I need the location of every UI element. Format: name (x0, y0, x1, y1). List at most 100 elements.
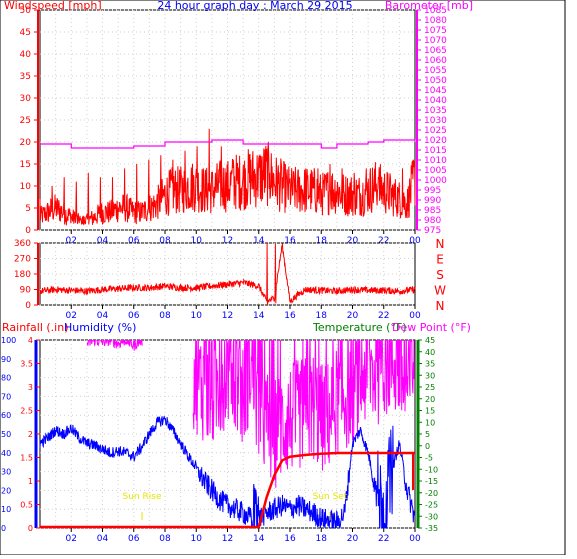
dewpoint-line (86, 340, 143, 351)
wind-tick-label: 15 (20, 160, 31, 170)
rain-tick-label: 2 (28, 430, 33, 439)
rain-tick-label: 1 (28, 477, 33, 486)
humidity-x-ticks: 02 04 06 08 10 12 14 16 18 20 22 00 (66, 528, 421, 544)
temperature-axis-label: Temperature (°F) (312, 321, 407, 334)
baro-tick-label: 980 (424, 216, 441, 226)
rain-tick-label: 3.5 (20, 360, 33, 369)
sunset-annotation: Sun Set (313, 492, 348, 502)
temperature-tick-label: 40 (425, 348, 435, 357)
x-tick-label: 00 (409, 236, 421, 246)
humidity-tick-label: 70 (1, 392, 11, 401)
humidity-tick-label: 10 (1, 505, 11, 514)
wind-tick-label: 0 (25, 226, 31, 236)
compass-label: E (436, 253, 444, 267)
x-tick-label: 14 (253, 236, 265, 246)
baro-tick-label: 985 (424, 206, 441, 216)
baro-tick-label: 1070 (424, 36, 447, 46)
dewpoint-group (86, 340, 415, 488)
rain-tick-label: 1.5 (20, 454, 33, 463)
baro-tick-label: 1020 (424, 136, 447, 146)
wind-tick-label: 50 (20, 6, 32, 16)
baro-tick-label: 1030 (424, 116, 447, 126)
baro-tick-label: 975 (424, 226, 441, 236)
temperature-tick-label: -5 (425, 454, 433, 463)
x-tick-label: 18 (316, 311, 328, 321)
wind-baro-panel: 24 hour graph day : March 29 2015 Windsp… (4, 0, 473, 246)
baro-tick-label: 1025 (424, 126, 447, 136)
baro-tick-label: 1035 (424, 106, 447, 116)
wind-tick-label: 45 (20, 28, 31, 38)
direction-tick-label: 90 (20, 286, 32, 296)
humidity-tick-label: 20 (1, 486, 11, 495)
x-tick-label: 08 (159, 534, 171, 544)
temperature-tick-label: 15 (425, 407, 435, 416)
x-tick-label: 20 (347, 534, 359, 544)
x-tick-label: 02 (66, 236, 77, 246)
x-tick-label: 18 (316, 534, 328, 544)
x-tick-label: 14 (253, 534, 265, 544)
humidity-tick-label: 90 (1, 355, 11, 364)
x-tick-label: 00 (409, 534, 421, 544)
rain-tick-label: 0.5 (20, 501, 33, 510)
baro-tick-label: 1000 (424, 176, 447, 186)
baro-axis-ticks: 9759809859909951000100510101015102010251… (416, 6, 447, 236)
humidity-tick-label: 50 (1, 430, 11, 439)
temperature-tick-label: 30 (425, 371, 435, 380)
baro-tick-label: 1045 (424, 86, 447, 96)
temperature-tick-label: 20 (425, 395, 435, 404)
x-tick-label: 22 (378, 236, 389, 246)
direction-tick-label: 270 (14, 255, 31, 265)
windspeed-line (39, 128, 416, 226)
temperature-line (40, 451, 415, 529)
temperature-tick-label: 10 (425, 418, 435, 427)
x-tick-label: 12 (222, 311, 233, 321)
baro-tick-label: 1050 (424, 76, 447, 86)
x-tick-label: 06 (128, 534, 140, 544)
x-tick-label: 16 (284, 534, 296, 544)
rain-axis-label: Rainfall (.in) (2, 321, 69, 334)
direction-tick-label: 0 (25, 301, 31, 311)
x-tick-label: 04 (97, 311, 109, 321)
temperature-axis-ticks: -35 -30 -25 -20 -15 -10 -5 0 5 10 15 20 25 30 35 40 45 (416, 336, 438, 533)
x-tick-label: 10 (191, 534, 203, 544)
direction-tick-label: 180 (14, 270, 31, 280)
baro-tick-label: 1055 (424, 66, 447, 76)
wind-tick-label: 5 (25, 204, 31, 214)
x-tick-label: 22 (378, 534, 389, 544)
x-tick-label: 04 (97, 236, 109, 246)
x-tick-label: 06 (128, 236, 140, 246)
dewpoint-line (192, 340, 415, 488)
temperature-tick-label: 45 (425, 336, 435, 345)
baro-tick-label: 1065 (424, 46, 447, 56)
direction-series (39, 242, 416, 306)
compass-label: W (434, 284, 446, 298)
x-tick-label: 08 (159, 236, 171, 246)
x-tick-label: 12 (222, 236, 233, 246)
humidity-tick-label: 100 (1, 336, 16, 345)
x-tick-label: 02 (66, 311, 77, 321)
wind-x-ticks: 02 04 06 08 10 12 14 16 18 20 22 00 (66, 230, 421, 246)
temperature-tick-label: -15 (425, 477, 438, 486)
x-tick-label: 22 (378, 311, 389, 321)
humidity-axis-ticks: 0 10 20 30 40 50 60 70 80 90 100 0 0.5 1 1.5 2 2.5 3 3.5 4 (1, 336, 40, 533)
compass-label: N (436, 299, 445, 313)
humidity-tick-label: 30 (1, 468, 11, 477)
rain-tick-label: 3 (28, 383, 33, 392)
x-tick-label: 16 (284, 236, 296, 246)
temperature-tick-label: 5 (425, 430, 430, 439)
baro-tick-label: 1080 (424, 16, 447, 26)
x-tick-label: 00 (409, 311, 421, 321)
barometer-line (40, 139, 416, 149)
wind-tick-label: 10 (20, 182, 32, 192)
temperature-tick-label: 25 (425, 383, 435, 392)
rain-tick-label: 4 (28, 336, 33, 345)
baro-tick-label: 995 (424, 186, 441, 196)
x-tick-label: 16 (284, 311, 296, 321)
temperature-tick-label: -10 (425, 465, 438, 474)
wind-axis-label: Windspeed [mph] (4, 0, 102, 12)
baro-tick-label: 1005 (424, 166, 447, 176)
temperature-tick-label: 0 (425, 442, 430, 451)
